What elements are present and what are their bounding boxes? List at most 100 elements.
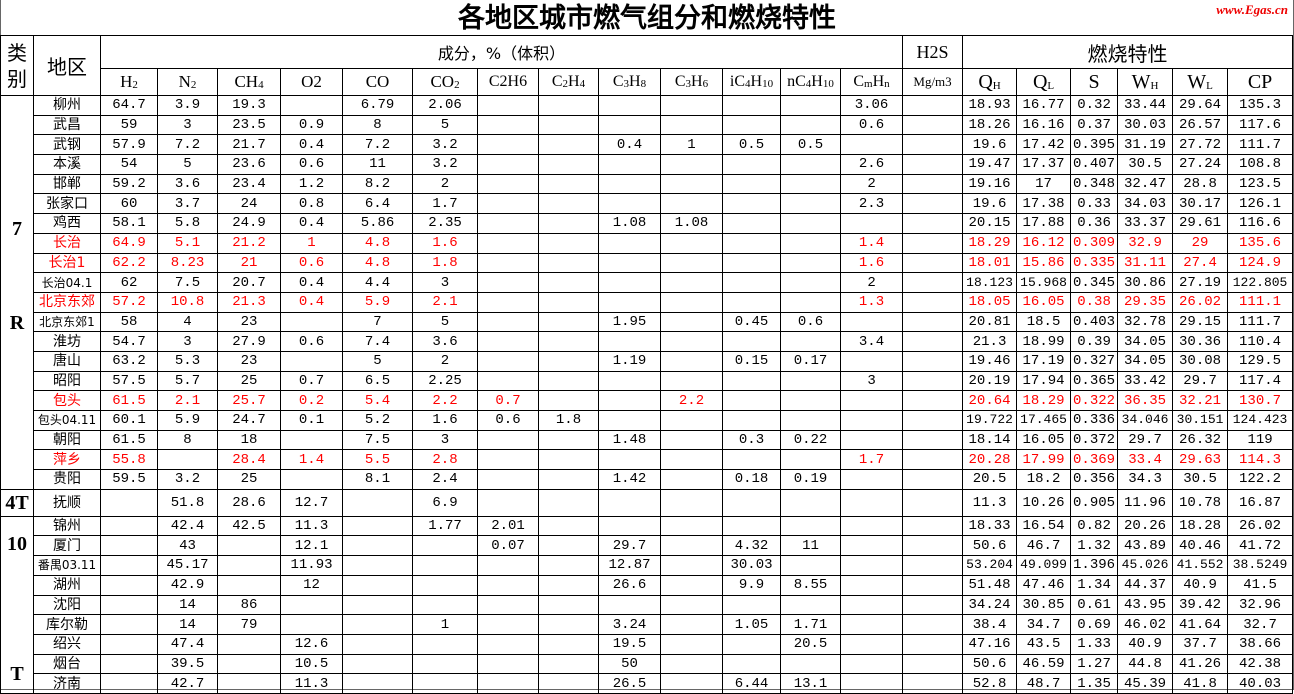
- value-cell: 42.9: [157, 574, 218, 596]
- value-cell: 0.2: [280, 390, 343, 411]
- header-text: C2H6: [488, 73, 528, 90]
- header-text: N: [178, 72, 191, 91]
- table-row: 沈阳 14 86 34.24 30.85 0.61 43.95 39.42 32.96: [1, 594, 1294, 616]
- value-cell: 41.8: [1172, 673, 1229, 694]
- value-cell: [780, 390, 841, 411]
- value-cell: [839, 429, 904, 451]
- value-cell: 4.8: [342, 232, 413, 254]
- value-cell: 1.33: [1070, 633, 1119, 655]
- value-cell: 16.12: [1016, 232, 1072, 254]
- value-cell: 16.05: [1016, 429, 1072, 451]
- value-cell: [660, 535, 723, 557]
- value-cell: [538, 95, 599, 116]
- value-cell: 38.66: [1227, 633, 1294, 655]
- value-cell: 34.3: [1117, 469, 1174, 490]
- value-cell: 59: [100, 114, 158, 136]
- value-cell: 59.5: [100, 469, 158, 490]
- value-cell: [780, 193, 841, 215]
- value-cell: [477, 213, 539, 234]
- value-cell: [722, 193, 781, 215]
- value-cell: 130.7: [1227, 390, 1294, 411]
- value-cell: 1.42: [598, 469, 661, 490]
- value-cell: 0.905: [1070, 488, 1119, 517]
- table-row: 长治1 62.2 8.23 21 0.6 4.8 1.8 1.6 18.01 15.86 0.335…: [1, 252, 1294, 274]
- value-cell: [902, 390, 964, 411]
- value-cell: [217, 535, 281, 557]
- value-cell: [660, 232, 723, 254]
- value-cell: [722, 410, 781, 431]
- value-cell: [538, 114, 599, 136]
- value-cell: [660, 311, 723, 333]
- value-cell: [598, 154, 661, 175]
- header-subscript: H: [1150, 79, 1159, 92]
- value-cell: [780, 95, 841, 116]
- header-col-co2: CO2: [412, 68, 478, 96]
- value-cell: 38.5249: [1227, 555, 1294, 576]
- value-cell: 41.552: [1172, 555, 1229, 576]
- value-cell: 31.11: [1117, 252, 1174, 274]
- value-cell: [598, 370, 661, 392]
- value-cell: [902, 535, 964, 557]
- value-cell: 14: [157, 594, 218, 616]
- value-cell: [902, 488, 964, 517]
- value-cell: [902, 173, 964, 195]
- category-label: R: [9, 312, 25, 334]
- value-cell: 26.57: [1172, 114, 1229, 136]
- value-cell: [538, 311, 599, 333]
- value-cell: 20.81: [962, 311, 1018, 333]
- value-cell: [780, 653, 841, 675]
- value-cell: [477, 614, 539, 635]
- value-cell: 0.322: [1070, 390, 1119, 411]
- value-cell: [477, 311, 539, 333]
- header-text: nC: [787, 73, 806, 90]
- value-cell: [598, 114, 661, 136]
- value-cell: 62: [100, 272, 158, 293]
- value-cell: [477, 134, 539, 156]
- value-cell: 55.8: [100, 449, 158, 471]
- table-row: 邯郸 59.2 3.6 23.4 1.2 8.2 2 2 19.16 17 0.348 32.47 28…: [1, 173, 1294, 195]
- header-col-c2h6: C2H6: [477, 68, 539, 96]
- value-cell: [538, 633, 599, 655]
- value-cell: 18.33: [962, 515, 1018, 537]
- value-cell: [477, 331, 539, 352]
- value-cell: 1.08: [598, 213, 661, 234]
- value-cell: 21.2: [217, 232, 281, 254]
- value-cell: [412, 653, 478, 675]
- value-cell: [342, 673, 413, 694]
- value-cell: 32.7: [1227, 614, 1294, 635]
- region-cell: 邯郸: [33, 173, 101, 195]
- region-cell: 唐山: [33, 350, 101, 372]
- value-cell: 8.1: [342, 469, 413, 490]
- value-cell: 38.4: [962, 614, 1018, 635]
- header-text: CO: [430, 72, 455, 91]
- value-cell: [477, 272, 539, 293]
- value-cell: 2.1: [412, 291, 478, 313]
- value-cell: 0.7: [280, 370, 343, 392]
- value-cell: [722, 154, 781, 175]
- value-cell: [412, 594, 478, 616]
- value-cell: 123.5: [1227, 173, 1294, 195]
- header-text: O2: [301, 72, 322, 91]
- value-cell: [477, 555, 539, 576]
- value-cell: 34.24: [962, 594, 1018, 616]
- value-cell: 25: [217, 469, 281, 490]
- value-cell: 11.96: [1117, 488, 1174, 517]
- header-text: CH: [234, 72, 259, 91]
- value-cell: 114.3: [1227, 449, 1294, 471]
- value-cell: 24.7: [217, 410, 281, 431]
- value-cell: 11: [342, 154, 413, 175]
- value-cell: 58: [100, 311, 158, 333]
- value-cell: 23.5: [217, 114, 281, 136]
- value-cell: [660, 614, 723, 635]
- region-cell: 锦州: [33, 515, 101, 537]
- value-cell: [902, 449, 964, 471]
- value-cell: 34.05: [1117, 350, 1174, 372]
- table-row: 张家口 60 3.7 24 0.8 6.4 1.7 2.3 19.6 17.38 0.33 34.03…: [1, 193, 1294, 215]
- value-cell: 18.93: [962, 95, 1018, 116]
- header-text: H: [691, 73, 703, 90]
- value-cell: [839, 311, 904, 333]
- value-cell: 29.15: [1172, 311, 1229, 333]
- header-subscript: H: [992, 79, 1001, 92]
- value-cell: 42.7: [157, 673, 218, 694]
- value-cell: [280, 614, 343, 635]
